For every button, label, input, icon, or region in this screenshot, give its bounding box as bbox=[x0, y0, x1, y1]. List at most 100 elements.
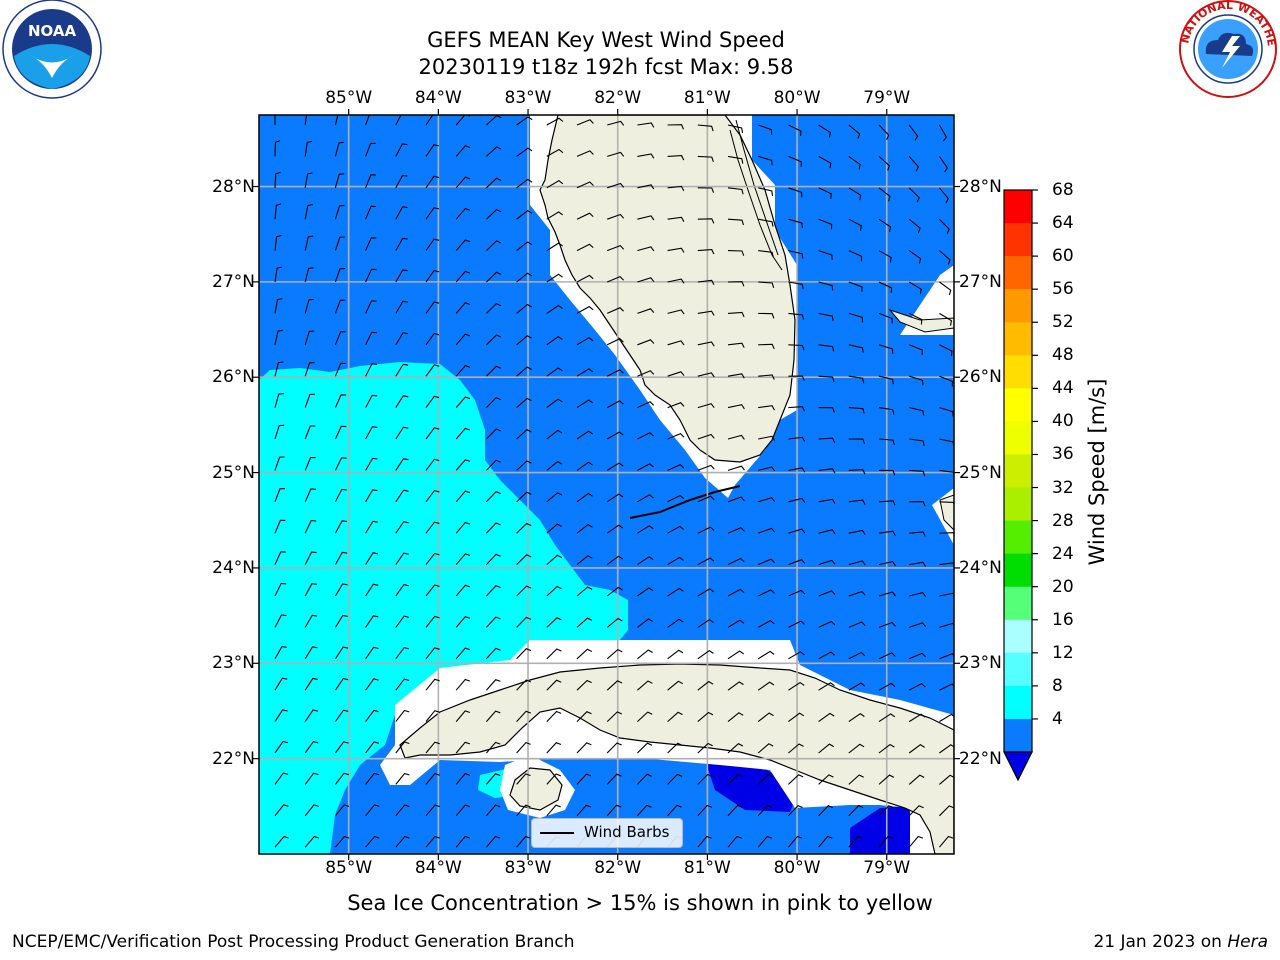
wind-barb bbox=[576, 461, 593, 471]
wind-barb bbox=[546, 742, 562, 754]
wind-barb bbox=[667, 278, 685, 284]
wind-barb bbox=[758, 312, 775, 319]
wind-barb bbox=[365, 205, 377, 220]
wind-barb bbox=[727, 311, 745, 318]
wind-barb bbox=[938, 156, 949, 173]
wind-barb bbox=[788, 218, 803, 229]
wind-barb bbox=[697, 773, 713, 785]
wind-barb bbox=[727, 619, 745, 628]
colorbar-tick: 28 bbox=[1052, 510, 1074, 531]
wind-barb bbox=[274, 804, 289, 817]
wind-barb bbox=[788, 743, 804, 754]
wind-barb bbox=[818, 218, 833, 230]
wind-barb bbox=[908, 312, 923, 325]
svg-text:NATIONAL WEATHER SERVICE: NATIONAL WEATHER SERVICE bbox=[0, 0, 1278, 47]
wind-barb bbox=[788, 712, 805, 723]
wind-barb bbox=[365, 772, 380, 785]
wind-barb bbox=[757, 681, 775, 691]
wind-barb bbox=[788, 406, 805, 412]
wind-barb bbox=[878, 621, 896, 628]
wind-barb bbox=[697, 619, 714, 628]
wind-barb bbox=[274, 266, 283, 283]
wind-barb bbox=[697, 680, 714, 691]
wind-barb bbox=[485, 647, 501, 660]
wind-barb bbox=[274, 677, 288, 691]
wind-barb bbox=[486, 334, 502, 346]
wind-barb bbox=[516, 585, 532, 597]
wind-barb bbox=[757, 743, 774, 754]
wind-barb bbox=[334, 115, 339, 126]
wind-barb bbox=[425, 458, 440, 471]
wind-barb bbox=[788, 344, 805, 351]
wind-barb bbox=[395, 237, 408, 251]
wind-barb bbox=[697, 341, 715, 347]
lat-tick-label: 28°N bbox=[212, 176, 255, 197]
colorbar-tick: 24 bbox=[1052, 543, 1074, 564]
wind-barb bbox=[908, 805, 924, 817]
wind-barb bbox=[576, 181, 594, 189]
sea-ice-note: Sea Ice Concentration > 15% is shown in … bbox=[347, 891, 933, 915]
wind-barb bbox=[334, 204, 345, 220]
wind-barb bbox=[878, 312, 893, 324]
colorbar-tick: 48 bbox=[1052, 345, 1074, 366]
wind-barb bbox=[667, 804, 682, 817]
wind-barb bbox=[667, 711, 683, 723]
wind-barb bbox=[546, 523, 563, 534]
wind-barb bbox=[304, 835, 320, 848]
wind-barb bbox=[939, 774, 954, 785]
wind-barb bbox=[637, 618, 654, 628]
colorbar-tick: 32 bbox=[1052, 477, 1074, 498]
wind-barb bbox=[818, 468, 836, 474]
wind-barb bbox=[727, 527, 745, 534]
wind-barb bbox=[848, 344, 864, 353]
wind-barb bbox=[727, 434, 745, 440]
wind-barb bbox=[848, 187, 862, 201]
colorbar-segment bbox=[1004, 355, 1032, 389]
wind-barb bbox=[637, 680, 653, 691]
wind-barb bbox=[274, 298, 283, 314]
wind-barb bbox=[606, 742, 622, 754]
wind-barb bbox=[939, 592, 954, 597]
wind-barb bbox=[637, 556, 654, 566]
wind-barb bbox=[365, 709, 379, 722]
colorbar-tick: 40 bbox=[1052, 411, 1074, 432]
wind-barb bbox=[455, 616, 471, 628]
wind-barb bbox=[516, 178, 533, 189]
wind-barb bbox=[425, 115, 439, 126]
wind-barb bbox=[727, 588, 745, 597]
wind-barb bbox=[425, 678, 440, 691]
wind-barb bbox=[727, 743, 744, 754]
wind-barb bbox=[334, 425, 347, 440]
wind-barb bbox=[606, 524, 624, 534]
wind-barb bbox=[908, 250, 922, 264]
wind-barb bbox=[606, 711, 623, 722]
wind-barb bbox=[576, 679, 592, 691]
wind-barb bbox=[395, 206, 408, 220]
colorbar-tick: 44 bbox=[1052, 378, 1074, 399]
lon-tick-label: 80°W bbox=[773, 858, 821, 878]
wind-barb bbox=[274, 614, 287, 628]
wind-barb bbox=[818, 498, 836, 504]
wind-barb bbox=[546, 429, 563, 440]
wind-barbs bbox=[274, 115, 954, 848]
wind-barb bbox=[546, 117, 564, 126]
wind-barb bbox=[697, 403, 715, 409]
wind-barb bbox=[697, 279, 715, 286]
wind-barb bbox=[546, 617, 562, 628]
lat-tick-label: 23°N bbox=[959, 653, 1002, 674]
wind-barb bbox=[455, 804, 471, 817]
colorbar-segment bbox=[1004, 652, 1032, 687]
wind-barb bbox=[607, 120, 625, 126]
wind-barb bbox=[455, 773, 471, 785]
lat-tick-label: 26°N bbox=[212, 367, 255, 388]
wind-barb bbox=[455, 835, 471, 848]
wind-barb bbox=[274, 740, 289, 754]
wind-barb bbox=[757, 589, 775, 597]
wind-barb bbox=[939, 312, 953, 326]
wind-barb bbox=[758, 405, 775, 411]
wind-barb bbox=[274, 171, 281, 188]
wind-barb bbox=[606, 338, 624, 346]
wind-barb bbox=[848, 682, 866, 691]
wind-barb bbox=[455, 584, 471, 597]
wind-barb bbox=[425, 144, 439, 157]
